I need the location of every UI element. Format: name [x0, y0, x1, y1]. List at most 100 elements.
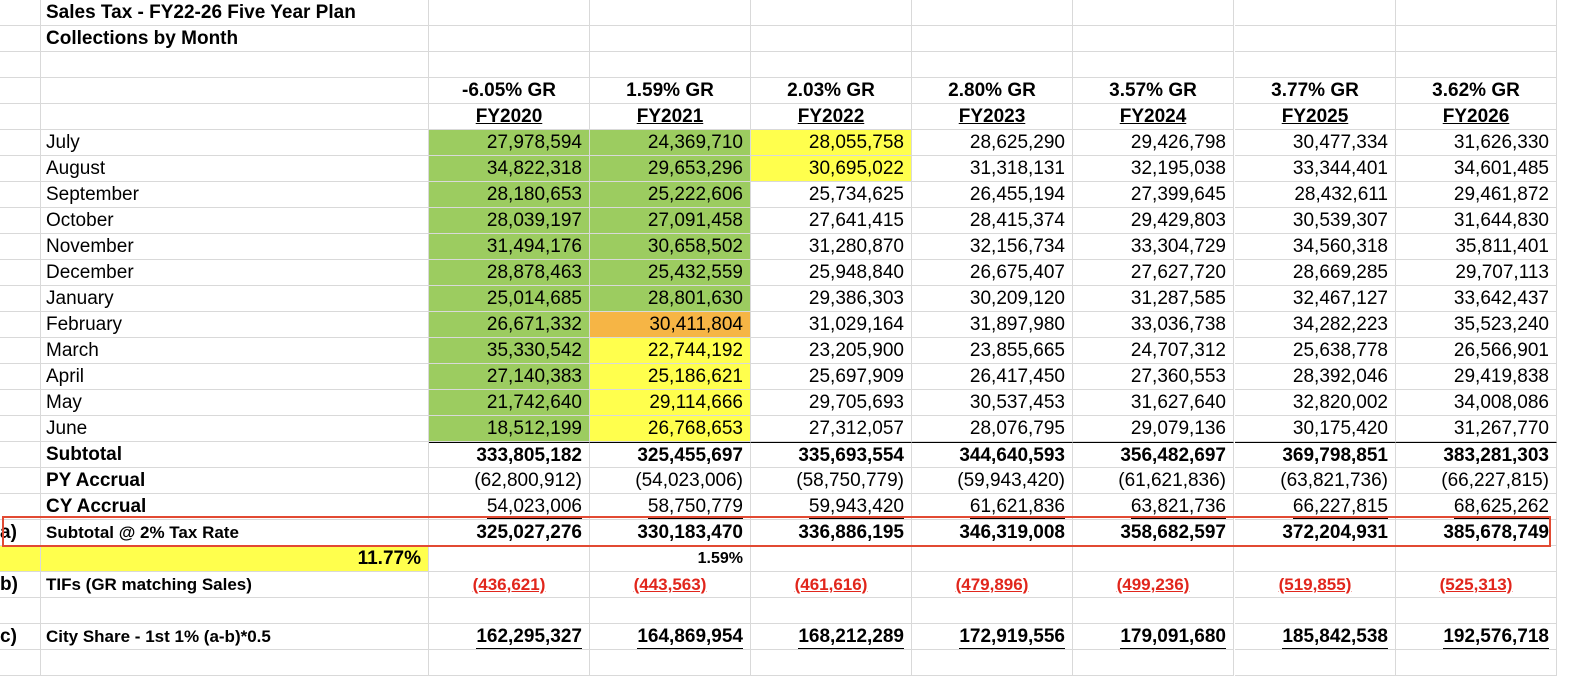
- month-value-cell[interactable]: 31,627,640: [1073, 390, 1234, 416]
- month-value-cell[interactable]: 25,014,685: [429, 286, 590, 312]
- row-marker-cell[interactable]: [0, 260, 41, 286]
- row-marker-c[interactable]: c): [0, 624, 41, 650]
- empty-cell[interactable]: [751, 26, 912, 52]
- month-value-cell[interactable]: 26,671,332: [429, 312, 590, 338]
- month-value-cell[interactable]: 25,638,778: [1235, 338, 1396, 364]
- month-value-cell[interactable]: 25,948,840: [751, 260, 912, 286]
- py-accrual-label[interactable]: PY Accrual: [41, 468, 429, 494]
- month-value-cell[interactable]: 29,429,803: [1073, 208, 1234, 234]
- month-value-cell[interactable]: 25,432,559: [590, 260, 751, 286]
- empty-cell[interactable]: [912, 26, 1073, 52]
- city-share-value-cell[interactable]: 164,869,954: [590, 624, 751, 650]
- py-accrual-value-cell[interactable]: (66,227,815): [1396, 468, 1557, 494]
- month-value-cell[interactable]: 34,282,223: [1235, 312, 1396, 338]
- tifs-value-cell[interactable]: (525,313): [1396, 572, 1557, 598]
- month-value-cell[interactable]: 33,304,729: [1073, 234, 1234, 260]
- cy-accrual-value-cell[interactable]: 59,943,420: [751, 494, 912, 520]
- row-marker-cell[interactable]: [0, 416, 41, 442]
- subtotal-value-cell[interactable]: 335,693,554: [751, 442, 912, 468]
- fiscal-year-header[interactable]: FY2025: [1235, 104, 1396, 130]
- row-marker-cell[interactable]: [0, 364, 41, 390]
- empty-cell[interactable]: [912, 598, 1073, 624]
- empty-cell[interactable]: [1396, 26, 1557, 52]
- empty-cell[interactable]: [1073, 52, 1234, 78]
- month-value-cell[interactable]: 34,008,086: [1396, 390, 1557, 416]
- month-value-cell[interactable]: 28,801,630: [590, 286, 751, 312]
- empty-cell[interactable]: [751, 52, 912, 78]
- empty-cell[interactable]: [1396, 598, 1557, 624]
- empty-cell[interactable]: [1073, 546, 1234, 572]
- month-label[interactable]: December: [41, 260, 429, 286]
- month-value-cell[interactable]: 35,330,542: [429, 338, 590, 364]
- month-value-cell[interactable]: 23,205,900: [751, 338, 912, 364]
- month-value-cell[interactable]: 25,186,621: [590, 364, 751, 390]
- empty-cell[interactable]: [1396, 0, 1557, 26]
- month-value-cell[interactable]: 30,209,120: [912, 286, 1073, 312]
- month-value-cell[interactable]: 25,222,606: [590, 182, 751, 208]
- growth-rate-header[interactable]: 3.77% GR: [1235, 78, 1396, 104]
- month-value-cell[interactable]: 28,180,653: [429, 182, 590, 208]
- month-value-cell[interactable]: 31,644,830: [1396, 208, 1557, 234]
- row-marker-a[interactable]: a): [0, 520, 41, 546]
- empty-cell[interactable]: [429, 546, 590, 572]
- empty-cell[interactable]: [912, 546, 1073, 572]
- cy-accrual-value-cell[interactable]: 63,821,736: [1073, 494, 1234, 520]
- city-share-value-cell[interactable]: 168,212,289: [751, 624, 912, 650]
- month-value-cell[interactable]: 29,707,113: [1396, 260, 1557, 286]
- empty-cell[interactable]: [912, 0, 1073, 26]
- empty-cell[interactable]: [1396, 52, 1557, 78]
- month-label[interactable]: January: [41, 286, 429, 312]
- row-marker-cell[interactable]: [0, 26, 41, 52]
- month-value-cell[interactable]: 31,626,330: [1396, 130, 1557, 156]
- empty-cell[interactable]: [590, 650, 751, 676]
- month-label[interactable]: February: [41, 312, 429, 338]
- empty-cell[interactable]: [1073, 650, 1234, 676]
- fiscal-year-header[interactable]: FY2023: [912, 104, 1073, 130]
- cy-accrual-value-cell[interactable]: 54,023,006: [429, 494, 590, 520]
- month-label[interactable]: July: [41, 130, 429, 156]
- month-value-cell[interactable]: 27,978,594: [429, 130, 590, 156]
- empty-cell[interactable]: [590, 52, 751, 78]
- month-label[interactable]: August: [41, 156, 429, 182]
- tifs-value-cell[interactable]: (461,616): [751, 572, 912, 598]
- subtotal-label[interactable]: Subtotal: [41, 442, 429, 468]
- city-share-value-cell[interactable]: 172,919,556: [912, 624, 1073, 650]
- month-value-cell[interactable]: 31,318,131: [912, 156, 1073, 182]
- row-marker-cell[interactable]: [0, 156, 41, 182]
- subtotal-value-cell[interactable]: 369,798,851: [1235, 442, 1396, 468]
- month-value-cell[interactable]: 30,539,307: [1235, 208, 1396, 234]
- month-value-cell[interactable]: 26,566,901: [1396, 338, 1557, 364]
- empty-cell[interactable]: [912, 650, 1073, 676]
- month-value-cell[interactable]: 22,744,192: [590, 338, 751, 364]
- city-share-value-cell[interactable]: 179,091,680: [1073, 624, 1234, 650]
- tifs-value-cell[interactable]: (499,236): [1073, 572, 1234, 598]
- month-label[interactable]: November: [41, 234, 429, 260]
- empty-cell[interactable]: [429, 52, 590, 78]
- empty-cell[interactable]: [429, 598, 590, 624]
- empty-cell[interactable]: [751, 546, 912, 572]
- empty-cell[interactable]: [912, 52, 1073, 78]
- month-value-cell[interactable]: 28,625,290: [912, 130, 1073, 156]
- month-value-cell[interactable]: 28,039,197: [429, 208, 590, 234]
- month-label[interactable]: March: [41, 338, 429, 364]
- empty-cell[interactable]: [1235, 26, 1396, 52]
- cy-accrual-value-cell[interactable]: 66,227,815: [1235, 494, 1396, 520]
- month-value-cell[interactable]: 28,055,758: [751, 130, 912, 156]
- py-accrual-value-cell[interactable]: (54,023,006): [590, 468, 751, 494]
- month-value-cell[interactable]: 32,156,734: [912, 234, 1073, 260]
- subtotal-tax-value-cell[interactable]: 336,886,195: [751, 520, 912, 546]
- sheet-subtitle[interactable]: Collections by Month: [41, 26, 429, 52]
- tifs-value-cell[interactable]: (443,563): [590, 572, 751, 598]
- row-marker-cell[interactable]: [0, 442, 41, 468]
- month-value-cell[interactable]: 34,560,318: [1235, 234, 1396, 260]
- month-value-cell[interactable]: 23,855,665: [912, 338, 1073, 364]
- month-value-cell[interactable]: 29,426,798: [1073, 130, 1234, 156]
- empty-cell[interactable]: [590, 26, 751, 52]
- month-value-cell[interactable]: 30,411,804: [590, 312, 751, 338]
- month-value-cell[interactable]: 34,822,318: [429, 156, 590, 182]
- cy-accrual-value-cell[interactable]: 58,750,779: [590, 494, 751, 520]
- growth-rate-header[interactable]: -6.05% GR: [429, 78, 590, 104]
- py-accrual-value-cell[interactable]: (61,621,836): [1073, 468, 1234, 494]
- empty-cell[interactable]: [1235, 598, 1396, 624]
- row-marker-cell[interactable]: [0, 104, 41, 130]
